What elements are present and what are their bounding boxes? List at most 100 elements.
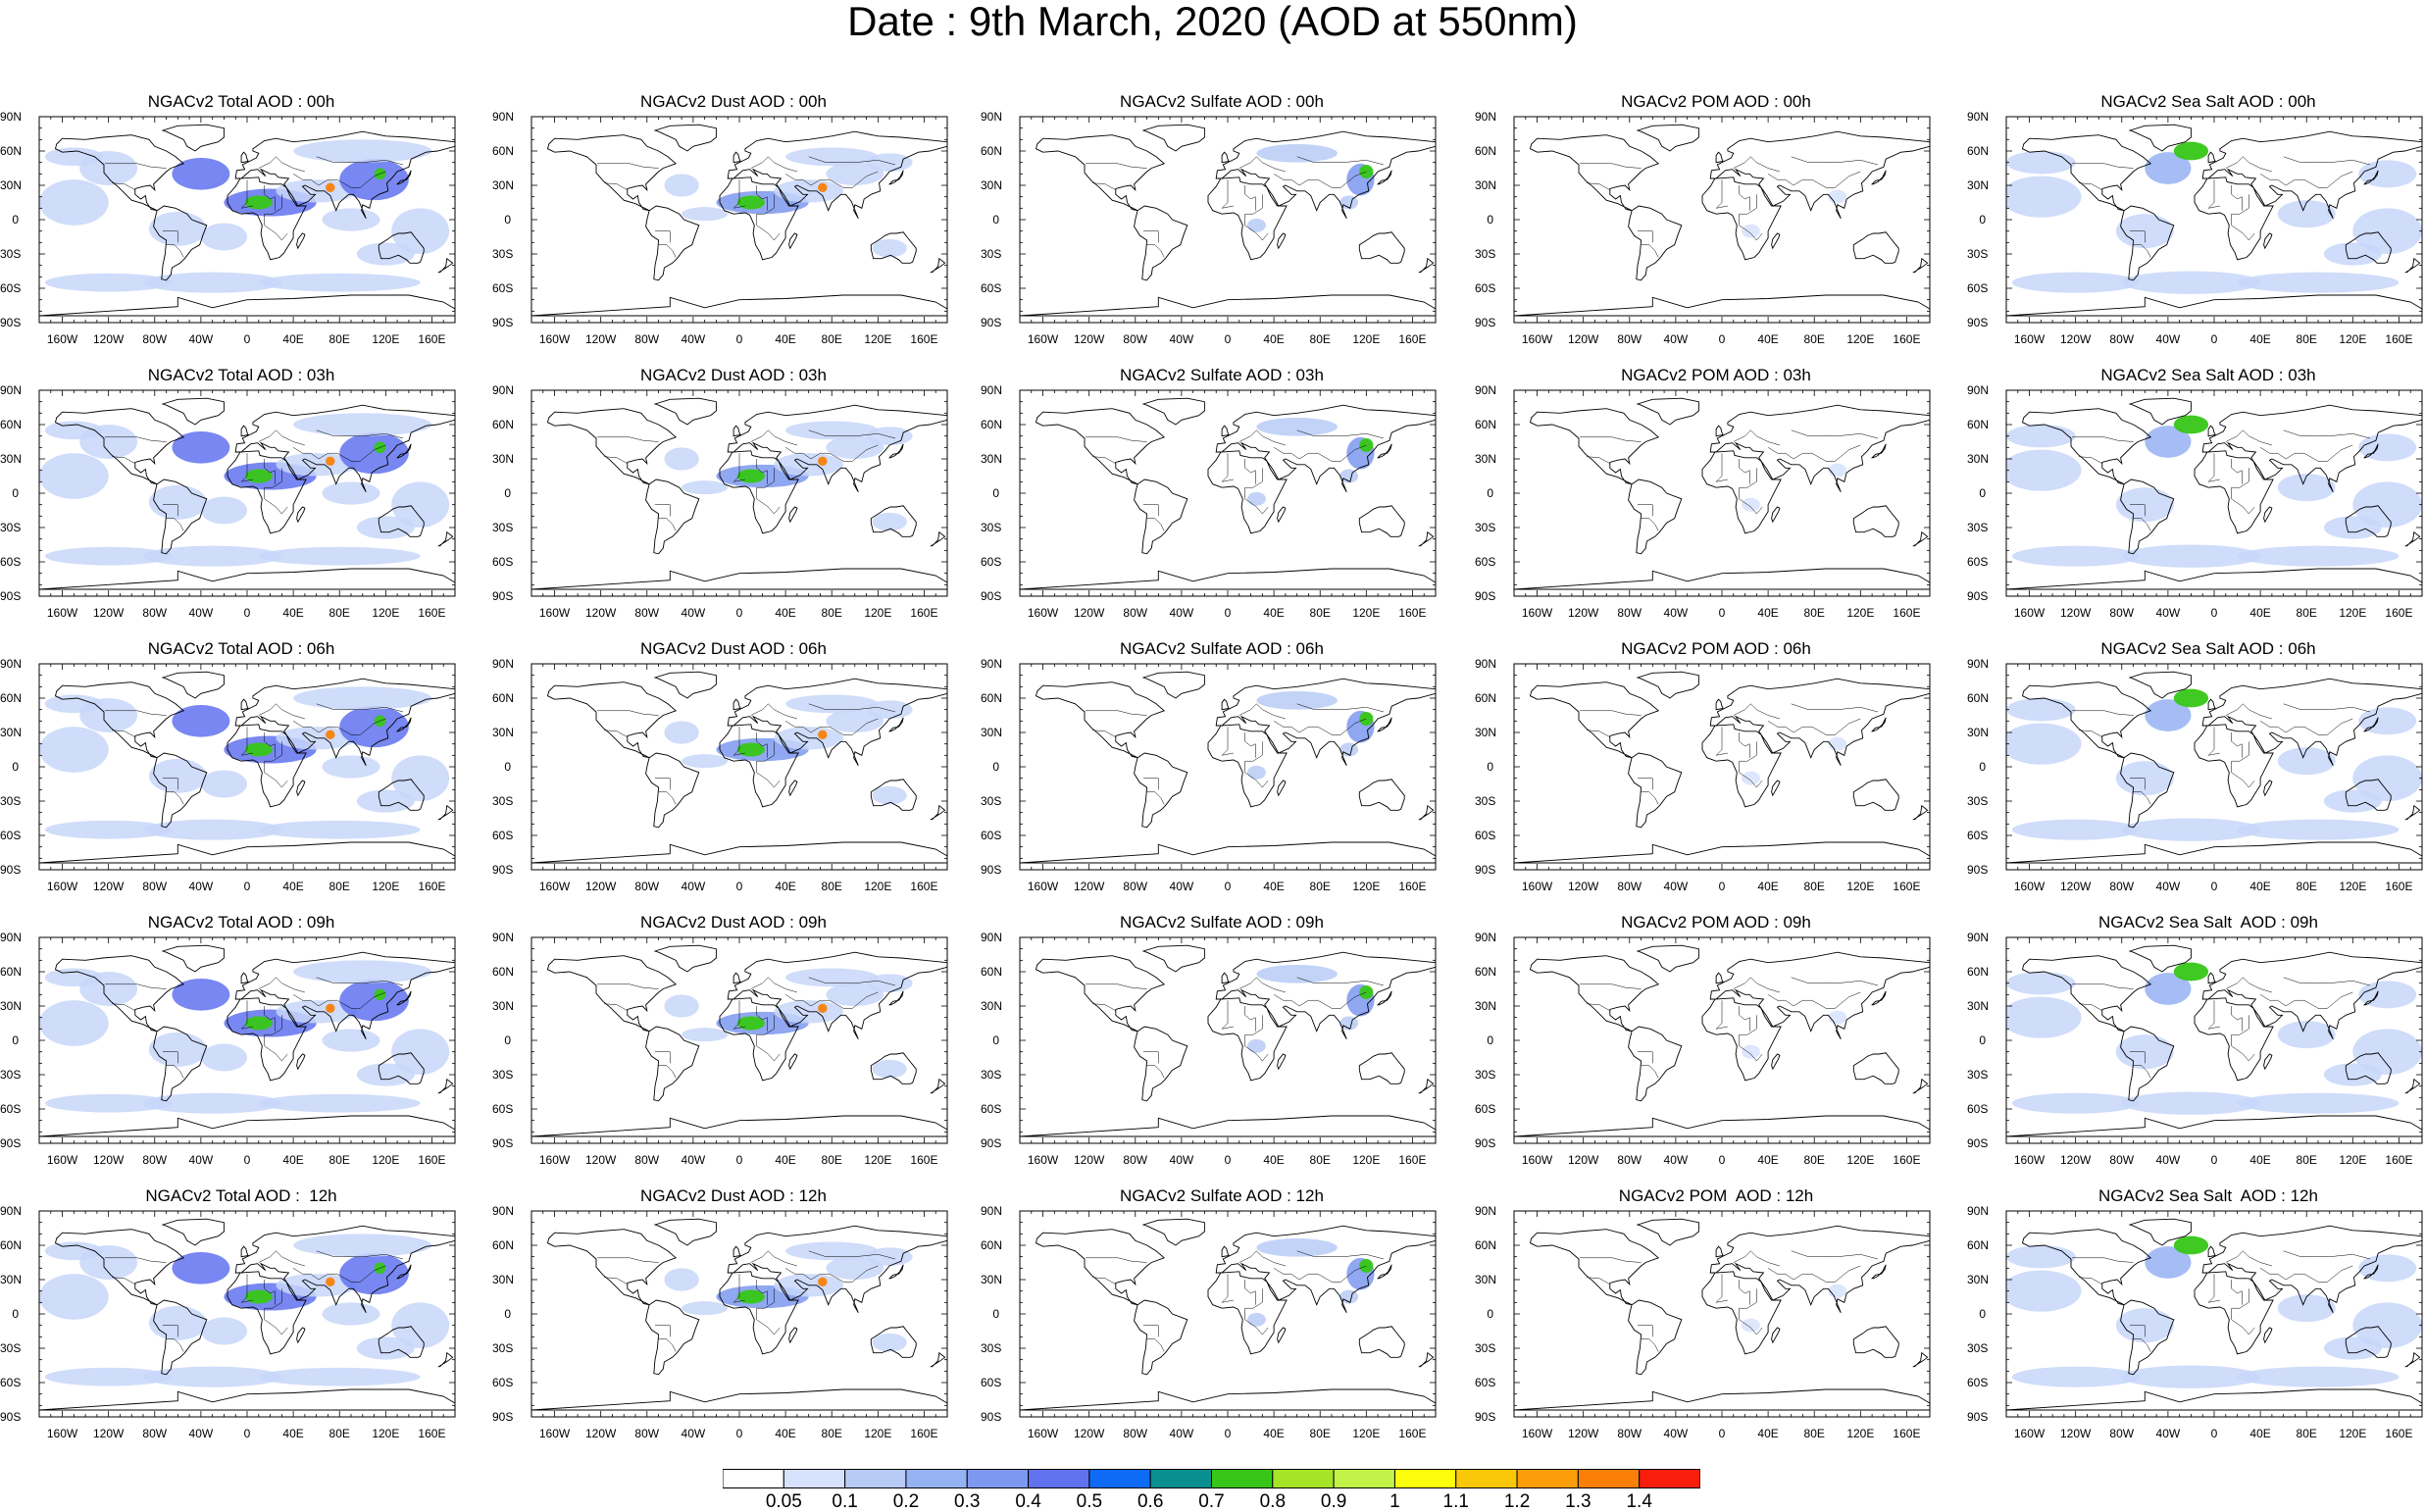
- coastline: [153, 1026, 208, 1102]
- country-border: [1143, 1325, 1159, 1337]
- coastline: [153, 752, 208, 829]
- coastline: [227, 1271, 307, 1355]
- lon-tick-label: 160E: [1893, 880, 1921, 893]
- aerosol-plume: [391, 1029, 450, 1075]
- coastline: [727, 130, 947, 220]
- country-border: [750, 703, 797, 720]
- lon-tick-label: 160E: [2385, 332, 2413, 346]
- country-border: [2072, 1257, 2134, 1263]
- aerosol-plume: [664, 721, 699, 744]
- lon-tick-label: 0: [243, 606, 251, 620]
- coastline: [719, 724, 799, 808]
- coastline: [1852, 1052, 1899, 1084]
- aerosol-plume: [2277, 200, 2336, 228]
- colorbar-box: [1028, 1469, 1090, 1488]
- country-border: [2231, 741, 2255, 788]
- map-panel-total-2: NGACv2 Total AOD : 06h 90N 60N 30N 0 30S 60S 90…: [0, 637, 490, 902]
- lon-tick-label: 80E: [328, 1427, 350, 1440]
- coastline: [240, 698, 249, 711]
- aerosol-plume: [2145, 1246, 2192, 1279]
- lat-tick-label: 90N: [492, 657, 515, 671]
- lon-tick-label: 40E: [775, 1427, 796, 1440]
- country-border: [1638, 1325, 1653, 1337]
- lat-tick-label: 90N: [0, 931, 23, 944]
- coastline: [929, 530, 946, 547]
- aerosol-plume: [39, 1274, 109, 1320]
- aerosol-plume: [39, 453, 109, 499]
- country-border: [1715, 1274, 1728, 1303]
- lat-tick-label: 60S: [981, 555, 1002, 569]
- coastline: [1035, 408, 1166, 485]
- country-border: [1733, 1250, 1780, 1267]
- lat-tick-label: 60S: [0, 829, 22, 842]
- coastline: [1636, 1218, 1699, 1246]
- colorbar-label: 0.2: [892, 1491, 920, 1512]
- lat-tick-label: 90S: [981, 1410, 1002, 1424]
- aerosol-plume: [2323, 1336, 2382, 1360]
- lon-tick-label: 40E: [2249, 1427, 2271, 1440]
- country-border: [655, 778, 671, 790]
- coastline: [2345, 505, 2392, 537]
- lon-tick-label: 40E: [2249, 606, 2271, 620]
- coastline: [2201, 404, 2422, 493]
- lat-tick-label: 90N: [0, 657, 23, 671]
- country-border: [655, 1325, 671, 1337]
- aerosol-plume: [356, 1336, 415, 1360]
- world-map: [38, 663, 456, 871]
- country-border: [2130, 1051, 2146, 1064]
- coastline: [1358, 779, 1405, 811]
- aerosol-plume: [818, 182, 828, 192]
- coastline: [929, 804, 946, 821]
- country-border: [1092, 1277, 1116, 1285]
- country-border: [2130, 1325, 2146, 1337]
- country-border: [1086, 163, 1147, 169]
- lat-tick-label: 0: [1487, 760, 1493, 774]
- coastline: [733, 698, 741, 711]
- aerosol-plume: [44, 421, 103, 440]
- lat-tick-label: 60N: [1967, 965, 1990, 979]
- coastline: [296, 1327, 306, 1344]
- country-border: [1587, 182, 1610, 190]
- colorbar-label: 1: [1389, 1491, 1400, 1512]
- lat-tick-label: 60S: [492, 555, 514, 569]
- country-border: [1296, 156, 1385, 166]
- coastline: [546, 955, 678, 1033]
- coastline: [54, 681, 185, 759]
- lon-tick-label: 120E: [1352, 606, 1381, 620]
- lat-tick-label: 90S: [0, 1136, 22, 1150]
- coastline: [1141, 1218, 1205, 1246]
- aerosol-plume: [682, 754, 729, 769]
- aerosol-plume: [1339, 1016, 1359, 1031]
- aerosol-plume: [2352, 481, 2422, 528]
- coastline: [2207, 1245, 2216, 1258]
- country-border: [733, 1000, 745, 1030]
- lat-tick-label: 30S: [0, 1068, 22, 1082]
- coastline: [2120, 479, 2175, 555]
- lon-tick-label: 80E: [1803, 1427, 1825, 1440]
- lon-tick-label: 80W: [142, 606, 168, 620]
- aerosol-plume: [391, 208, 450, 254]
- aerosol-plume: [2323, 789, 2382, 813]
- lon-tick-label: 120W: [1567, 332, 1599, 346]
- coastline: [2403, 257, 2421, 274]
- coastline: [727, 1225, 947, 1314]
- lat-tick-label: 60S: [981, 1376, 1002, 1389]
- map-panel-sulfate-4: NGACv2 Sulfate AOD : 12h 90N 60N 30N 0 30S 60S…: [981, 1184, 1471, 1449]
- map-panel-seasalt-2: NGACv2 Sea Salt AOD : 06h 90N 60N 30N 0 30S 60…: [1967, 637, 2425, 902]
- coastline: [1514, 1115, 1930, 1137]
- lon-tick-label: 40E: [2249, 1153, 2271, 1167]
- lon-tick-label: 80W: [142, 1427, 168, 1440]
- lon-tick-label: 160W: [2013, 606, 2046, 620]
- coastline: [54, 134, 185, 212]
- lat-tick-label: 30S: [981, 247, 1002, 261]
- country-border: [1641, 518, 1659, 531]
- coastline: [1628, 1299, 1683, 1376]
- lon-tick-label: 160W: [2013, 1427, 2046, 1440]
- lon-tick-label: 80W: [1123, 1427, 1148, 1440]
- country-border: [2133, 518, 2151, 531]
- country-border: [264, 1006, 276, 1032]
- map-panel-seasalt-4: NGACv2 Sea Salt AOD : 12h 90N 60N 30N 0 30S 60…: [1967, 1184, 2425, 1449]
- country-border: [2133, 791, 2151, 805]
- aerosol-plume: [1359, 1259, 1374, 1273]
- coastline: [2120, 752, 2175, 829]
